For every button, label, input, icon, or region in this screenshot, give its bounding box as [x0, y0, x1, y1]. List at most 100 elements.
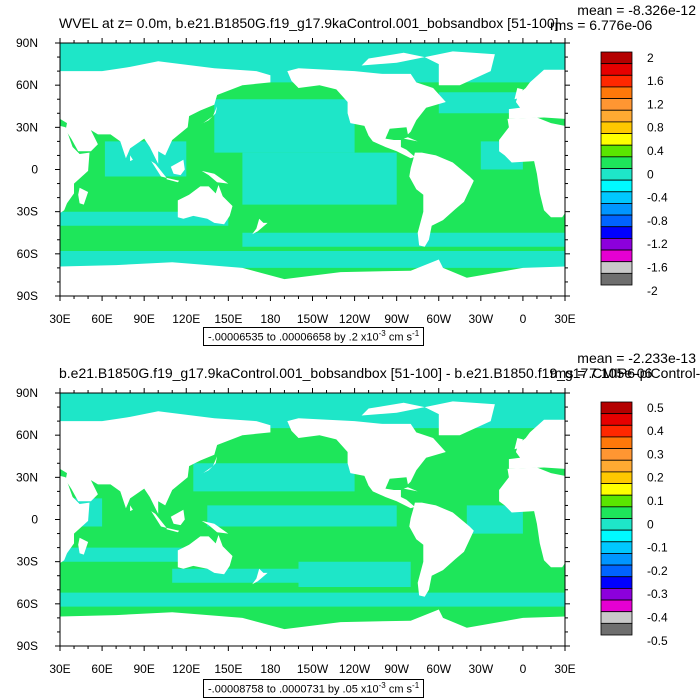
land-mass-16 — [252, 218, 268, 235]
colorbar-label: -0.4 — [647, 611, 668, 625]
x-tick-label: 0 — [520, 312, 527, 326]
x-tick-label: 120E — [172, 312, 200, 326]
colorbar-box — [600, 121, 633, 134]
y-tick-label: 90N — [16, 386, 38, 400]
land-mass-7 — [361, 402, 425, 416]
colorbar-box — [600, 611, 633, 624]
colorbar-label: 0.8 — [647, 121, 664, 135]
x-tick-label: 60W — [426, 662, 451, 676]
land-mass-5 — [287, 418, 446, 509]
land-mass-18 — [403, 137, 418, 142]
colorbar-box — [600, 179, 633, 193]
x-tick-label: 60E — [91, 662, 112, 676]
map-plot: 30E 60E 90E 120E 150E 180 150W 120W 90W 60W 30W 0 30… — [16, 386, 668, 676]
x-tick-label: 90E — [133, 662, 154, 676]
land-mass-1 — [60, 125, 90, 214]
contour-info-box: -.00006535 to .00006658 by .2 x10-3 cm s… — [203, 327, 425, 346]
contour-info-box: -.00008758 to .0000731 by .05 x10-3 cm s… — [203, 679, 425, 698]
colorbar-box — [600, 471, 633, 484]
colorbar-label: 0 — [647, 167, 654, 181]
colorbar-box — [600, 63, 633, 76]
y-tick-label: 60N — [16, 428, 38, 442]
colorbar-label: -1.2 — [647, 237, 668, 251]
land-mass-14 — [78, 537, 89, 555]
land-mass-17 — [60, 609, 565, 646]
land-mass-2 — [499, 117, 565, 218]
colorbar-label: -0.5 — [647, 634, 668, 648]
y-tick-label: 90S — [17, 639, 38, 653]
y-tick-label: 0 — [31, 163, 38, 177]
colorbar-box — [600, 272, 633, 286]
land-mass-0 — [60, 411, 271, 514]
x-tick-label: 150W — [297, 662, 329, 676]
y-tick-label: 60S — [17, 247, 38, 261]
colorbar-box — [600, 541, 633, 554]
map-plot: 30E 60E 90E 120E 150E 180 150W 120W 90W 60W 30W 0 30… — [16, 36, 668, 326]
colorbar-box — [600, 436, 633, 449]
colorbar-box — [600, 564, 633, 578]
land-mass-10 — [201, 520, 229, 534]
x-tick-label: 30W — [468, 662, 493, 676]
colorbar-box — [600, 424, 633, 438]
y-tick-label: 30N — [16, 120, 38, 134]
y-tick-label: 60N — [16, 78, 38, 92]
colorbar-box — [600, 459, 633, 473]
colorbar-label: 0.4 — [647, 424, 664, 438]
colorbar-label: 0 — [647, 517, 654, 531]
land-mass-18 — [403, 487, 418, 492]
x-tick-label: 120W — [339, 312, 371, 326]
colorbar-label: 0.2 — [647, 471, 664, 485]
x-tick-label: 30E — [49, 662, 70, 676]
colorbar-box — [600, 413, 633, 426]
field-band-2 — [214, 99, 355, 153]
colorbar-box — [600, 133, 633, 146]
land-mass-0 — [60, 61, 271, 164]
land-mass-7 — [361, 52, 425, 66]
land-mass-8 — [409, 152, 474, 247]
land-mass-12 — [151, 161, 167, 178]
colorbar-label: -0.2 — [647, 564, 668, 578]
land-mass-17 — [60, 259, 565, 296]
land-mass-3 — [508, 419, 565, 469]
colorbar-label: 2 — [647, 51, 654, 65]
y-tick-label: 60S — [17, 597, 38, 611]
panel-title: b.e21.B1850G.f19_g17.9kaControl.001_bobs… — [59, 365, 700, 381]
field-band-3 — [242, 152, 397, 205]
y-tick-label: 0 — [31, 513, 38, 527]
x-tick-label: 60E — [91, 312, 112, 326]
x-tick-label: 30W — [468, 312, 493, 326]
land-mass-6 — [424, 401, 495, 436]
land-mass-11 — [170, 509, 185, 526]
field-band-6 — [298, 561, 411, 587]
colorbar-box — [600, 156, 633, 169]
y-tick-label: 30N — [16, 470, 38, 484]
colorbar-label: 0.3 — [647, 447, 664, 461]
x-tick-label: 90W — [384, 312, 409, 326]
x-tick-label: 150W — [297, 312, 329, 326]
colorbar-box — [600, 518, 633, 531]
colorbar-box — [600, 144, 633, 158]
x-tick-label: 60W — [426, 312, 451, 326]
colorbar-label: -2 — [647, 284, 658, 298]
colorbar-box — [600, 506, 633, 519]
colorbar-box — [600, 74, 633, 88]
x-tick-label: 120E — [172, 662, 200, 676]
land-mass-4 — [514, 438, 523, 450]
colorbar-box — [600, 494, 633, 508]
colorbar-box — [600, 587, 633, 601]
stats-rms: rms = 6.776e-06 — [550, 17, 653, 33]
x-tick-label: 180 — [260, 312, 280, 326]
colorbar-label: 0.4 — [647, 144, 664, 158]
colorbar-box — [600, 483, 633, 496]
colorbar-box — [600, 214, 633, 228]
colorbar-box — [600, 401, 633, 415]
x-tick-label: 0 — [520, 662, 527, 676]
colorbar-box — [600, 261, 633, 274]
land-mass-10 — [201, 170, 229, 184]
x-tick-label: 90W — [384, 662, 409, 676]
colorbar-box — [600, 448, 633, 461]
colorbar-label: 1.6 — [647, 74, 664, 88]
panel-title: WVEL at z= 0.0m, b.e21.B1850G.f19_g17.9k… — [59, 15, 559, 31]
land-mass-3 — [508, 69, 565, 119]
y-tick-label: 90N — [16, 36, 38, 50]
